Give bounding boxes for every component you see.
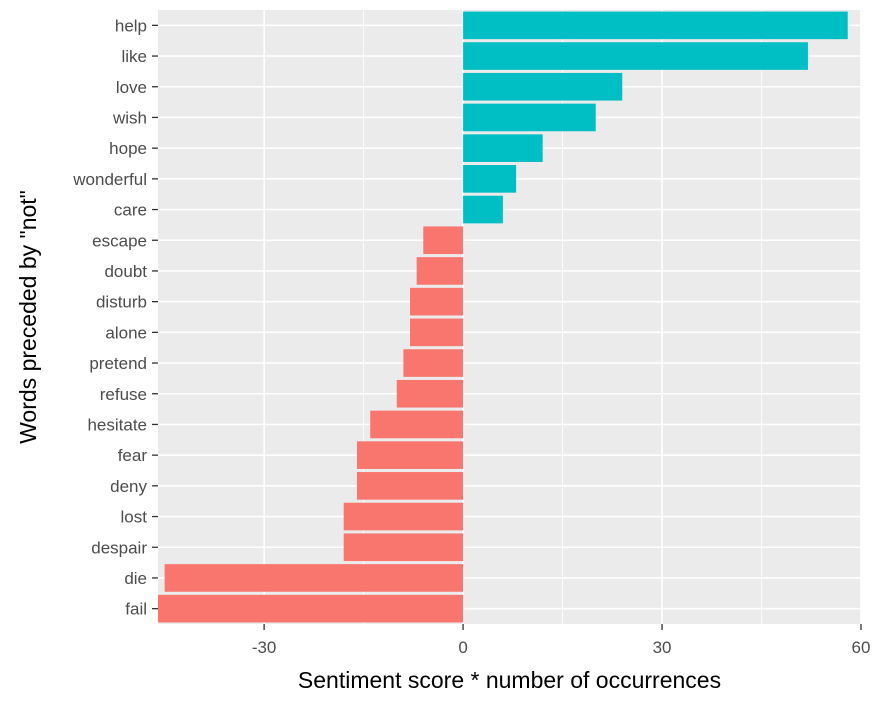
y-tick-label: wish xyxy=(112,108,147,127)
y-tick-label: alone xyxy=(105,323,147,342)
y-tick-label: like xyxy=(121,47,147,66)
bar-wish xyxy=(463,103,596,132)
bar-care xyxy=(463,195,503,224)
y-tick-label: deny xyxy=(110,477,147,496)
x-tick-label: 0 xyxy=(458,638,467,657)
bar-alone xyxy=(410,318,464,347)
y-tick-label: love xyxy=(116,78,147,97)
y-axis-title: Words preceded by "not" xyxy=(15,190,41,444)
y-tick-label: care xyxy=(114,201,147,220)
x-tick-label: 30 xyxy=(653,638,672,657)
x-tick-label: -30 xyxy=(252,638,277,657)
y-tick-label: lost xyxy=(121,508,148,527)
y-tick-label: refuse xyxy=(100,385,147,404)
y-tick-label: disturb xyxy=(96,293,147,312)
bar-escape xyxy=(423,226,464,255)
bar-die xyxy=(164,564,464,592)
y-tick-label: wonderful xyxy=(72,170,147,189)
bar-disturb xyxy=(410,287,464,316)
y-tick-label: hope xyxy=(109,139,147,158)
y-tick-label: despair xyxy=(91,538,147,557)
bar-deny xyxy=(356,472,464,500)
bars xyxy=(158,11,848,623)
bar-pretend xyxy=(403,349,464,377)
bar-love xyxy=(463,72,623,101)
bar-refuse xyxy=(396,379,464,408)
x-tick-label: 60 xyxy=(852,638,871,657)
y-tick-label: help xyxy=(115,16,147,35)
x-axis-title: Sentiment score * number of occurrences xyxy=(298,667,721,693)
bar-help xyxy=(463,11,848,40)
y-tick-label: pretend xyxy=(89,354,147,373)
bar-wonderful xyxy=(463,165,517,193)
bar-like xyxy=(463,42,808,70)
y-tick-label: hesitate xyxy=(87,415,147,434)
bar-hope xyxy=(463,134,543,162)
x-axis: -30 0 30 60 xyxy=(252,624,871,657)
bar-lost xyxy=(343,502,464,531)
bar-fear xyxy=(356,441,464,469)
bar-despair xyxy=(343,533,464,562)
y-tick-label: fail xyxy=(125,600,147,619)
bar-fail xyxy=(158,594,464,623)
y-tick-label: doubt xyxy=(104,262,147,281)
y-tick-label: escape xyxy=(92,231,147,250)
bar-hesitate xyxy=(370,410,464,439)
y-axis: help like love wish hope wonderful care escape d… xyxy=(72,16,158,619)
bar-doubt xyxy=(416,257,464,285)
y-tick-label: die xyxy=(124,569,147,588)
y-tick-label: fear xyxy=(118,446,148,465)
